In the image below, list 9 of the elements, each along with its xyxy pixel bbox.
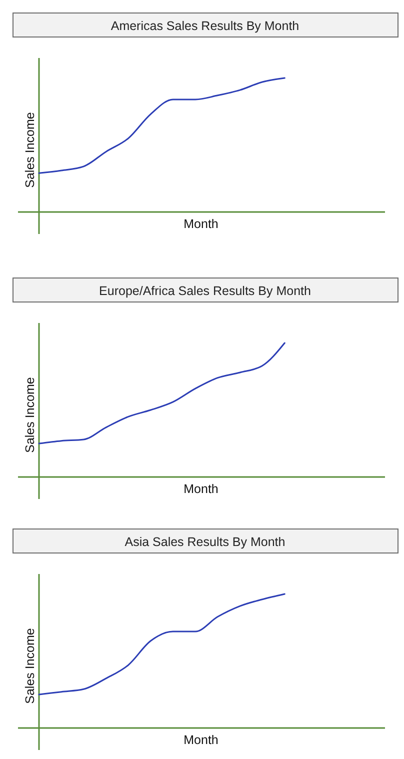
x-axis-title: Month	[184, 482, 218, 496]
x-axis-title: Month	[184, 733, 218, 747]
x-axis-title: Month	[184, 217, 218, 231]
y-axis-title: Sales Income	[23, 377, 37, 453]
chart-title: Asia Sales Results By Month	[124, 535, 286, 549]
chart-title: Americas Sales Results By Month	[110, 19, 300, 33]
y-axis-title: Sales Income	[23, 628, 37, 704]
y-axis-title: Sales Income	[23, 112, 37, 188]
chart-title: Europe/Africa Sales Results By Month	[99, 284, 311, 298]
